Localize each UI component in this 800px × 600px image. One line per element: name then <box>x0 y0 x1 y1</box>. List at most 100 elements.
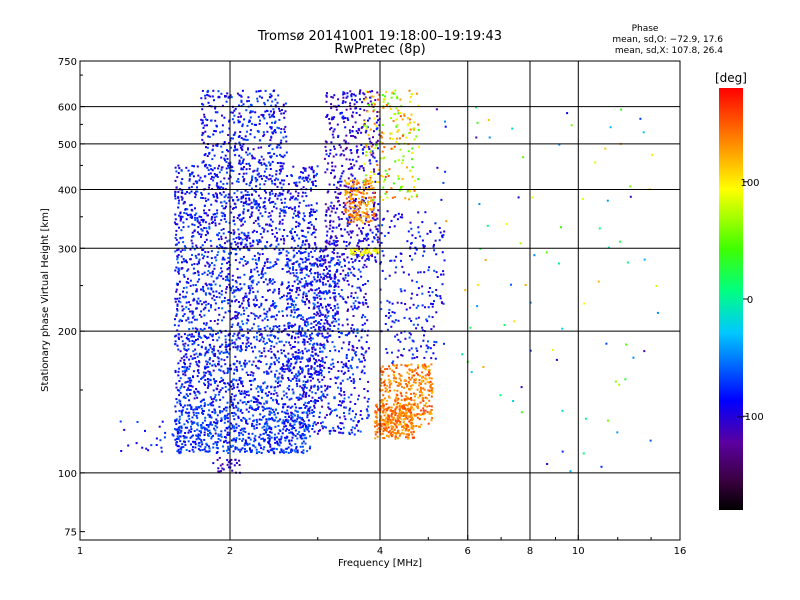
scatter-point <box>262 416 264 419</box>
scatter-point <box>180 357 183 360</box>
scatter-point <box>333 289 336 292</box>
scatter-point <box>245 441 248 444</box>
scatter-point <box>207 348 210 351</box>
scatter-point <box>307 372 310 375</box>
scatter-point <box>319 342 322 345</box>
scatter-point <box>249 111 252 114</box>
scatter-point <box>331 207 334 210</box>
scatter-point <box>226 171 228 174</box>
scatter-point <box>226 275 229 278</box>
scatter-point <box>255 206 258 209</box>
scatter-point <box>326 332 329 335</box>
scatter-point <box>325 414 328 416</box>
scatter-point <box>411 427 414 430</box>
scatter-point <box>301 426 304 428</box>
scatter-point <box>200 303 203 306</box>
scatter-point <box>410 406 413 408</box>
scatter-point <box>403 426 406 429</box>
scatter-point <box>176 445 179 448</box>
scatter-point <box>294 409 297 412</box>
scatter-point <box>289 306 292 308</box>
scatter-point <box>181 215 184 218</box>
scatter-point <box>331 169 334 172</box>
scatter-point <box>224 385 227 388</box>
scatter-point <box>306 450 309 453</box>
scatter-point <box>178 199 180 202</box>
scatter-point <box>269 143 272 146</box>
scatter-point <box>220 376 223 379</box>
scatter-point <box>258 122 261 125</box>
scatter-point <box>272 108 275 111</box>
scatter-point <box>297 356 300 359</box>
scatter-point <box>363 263 366 266</box>
scatter-point <box>395 381 398 384</box>
scatter-point <box>232 238 235 241</box>
scatter-point <box>339 184 342 187</box>
scatter-point <box>339 387 342 390</box>
scatter-point <box>264 272 267 275</box>
scatter-point <box>263 438 266 441</box>
scatter-point <box>306 416 309 419</box>
scatter-point <box>299 393 302 396</box>
scatter-point <box>349 105 352 107</box>
scatter-point <box>282 183 285 186</box>
scatter-point <box>356 329 359 332</box>
scatter-point <box>209 284 212 287</box>
scatter-point <box>234 314 237 317</box>
scatter-point <box>252 279 255 282</box>
scatter-point <box>354 121 357 124</box>
scatter-point <box>267 161 270 164</box>
scatter-point <box>342 213 345 215</box>
scatter-point <box>377 147 379 150</box>
scatter-point <box>212 397 215 400</box>
scatter-point <box>263 446 266 449</box>
scatter-point <box>203 209 205 212</box>
scatter-point <box>217 332 219 334</box>
scatter-point <box>247 341 250 344</box>
scatter-point <box>241 342 244 345</box>
scatter-point <box>332 309 334 312</box>
scatter-point <box>291 378 294 381</box>
scatter-point <box>224 418 227 421</box>
scatter-point <box>245 362 248 365</box>
scatter-point <box>278 212 281 215</box>
scatter-point <box>211 216 214 218</box>
scatter-point <box>330 363 333 366</box>
scatter-point <box>201 399 204 402</box>
scatter-point <box>337 279 340 282</box>
scatter-point <box>256 366 259 369</box>
scatter-point <box>281 432 284 435</box>
scatter-point <box>276 237 279 240</box>
scatter-point <box>313 242 316 245</box>
scatter-point <box>184 371 187 374</box>
scatter-point <box>308 227 311 230</box>
scatter-point <box>302 338 305 341</box>
scatter-point <box>334 349 337 352</box>
scatter-point <box>428 413 431 415</box>
scatter-point <box>251 432 254 435</box>
scatter-point <box>390 426 393 429</box>
scatter-point <box>260 146 263 149</box>
scatter-point <box>342 206 345 209</box>
scatter-point <box>291 419 294 422</box>
scatter-point <box>174 195 177 198</box>
scatter-point <box>231 118 234 121</box>
scatter-point <box>340 370 343 373</box>
scatter-point <box>376 239 379 242</box>
scatter-point <box>318 321 320 323</box>
scatter-point <box>283 214 286 217</box>
scatter-point <box>201 89 204 92</box>
scatter-point <box>182 445 185 448</box>
scatter-point <box>374 437 377 440</box>
scatter-point <box>217 434 220 437</box>
scatter-point <box>230 231 233 234</box>
scatter-point <box>280 449 283 452</box>
scatter-point <box>189 430 192 433</box>
scatter-point <box>240 224 243 227</box>
scatter-point <box>240 432 243 435</box>
scatter-point <box>246 442 248 445</box>
scatter-point <box>258 306 261 309</box>
scatter-point <box>284 328 287 331</box>
scatter-point <box>363 109 366 112</box>
scatter-point <box>331 133 334 136</box>
